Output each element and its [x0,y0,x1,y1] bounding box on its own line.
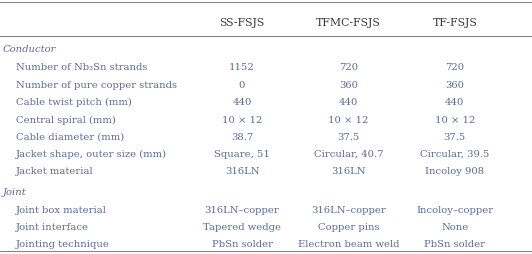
Text: 316LN–copper: 316LN–copper [311,205,386,214]
Text: 316LN: 316LN [331,167,365,176]
Text: 38.7: 38.7 [231,132,253,141]
Text: Jacket material: Jacket material [16,167,94,176]
Text: 440: 440 [339,98,358,107]
Text: 10 × 12: 10 × 12 [328,115,369,124]
Text: TFMC-FSJS: TFMC-FSJS [316,18,381,28]
Text: Incoloy–copper: Incoloy–copper [417,205,493,214]
Text: Square, 51: Square, 51 [214,149,270,158]
Text: 37.5: 37.5 [444,132,466,141]
Text: PbSn solder: PbSn solder [212,239,272,248]
Text: 316LN: 316LN [225,167,259,176]
Text: Copper pins: Copper pins [318,222,379,231]
Text: Joint: Joint [3,187,27,196]
Text: 10 × 12: 10 × 12 [435,115,475,124]
Text: 720: 720 [445,63,464,72]
Text: Circular, 40.7: Circular, 40.7 [314,149,383,158]
Text: Cable diameter (mm): Cable diameter (mm) [16,132,124,141]
Text: Jointing technique: Jointing technique [16,239,110,248]
Text: 0: 0 [239,81,245,90]
Text: None: None [441,222,469,231]
Text: 720: 720 [339,63,358,72]
Text: 1152: 1152 [229,63,255,72]
Text: Cable twist pitch (mm): Cable twist pitch (mm) [16,98,132,107]
Text: TF-FSJS: TF-FSJS [433,18,477,28]
Text: 360: 360 [339,81,358,90]
Text: Joint box material: Joint box material [16,205,107,214]
Text: Number of Nb₃Sn strands: Number of Nb₃Sn strands [16,63,147,72]
Text: Central spiral (mm): Central spiral (mm) [16,115,116,124]
Text: Circular, 39.5: Circular, 39.5 [420,149,489,158]
Text: Tapered wedge: Tapered wedge [203,222,281,231]
Text: 360: 360 [445,81,464,90]
Text: 37.5: 37.5 [337,132,360,141]
Text: Incoloy 908: Incoloy 908 [425,167,485,176]
Text: 440: 440 [445,98,464,107]
Text: Conductor: Conductor [3,45,56,54]
Text: PbSn solder: PbSn solder [425,239,485,248]
Text: Number of pure copper strands: Number of pure copper strands [16,81,177,90]
Text: Electron beam weld: Electron beam weld [298,239,399,248]
Text: Jacket shape, outer size (mm): Jacket shape, outer size (mm) [16,149,167,158]
Text: Joint interface: Joint interface [16,222,89,231]
Text: 440: 440 [232,98,252,107]
Text: SS-FSJS: SS-FSJS [219,18,265,28]
Text: 316LN–copper: 316LN–copper [205,205,279,214]
Text: 10 × 12: 10 × 12 [222,115,262,124]
